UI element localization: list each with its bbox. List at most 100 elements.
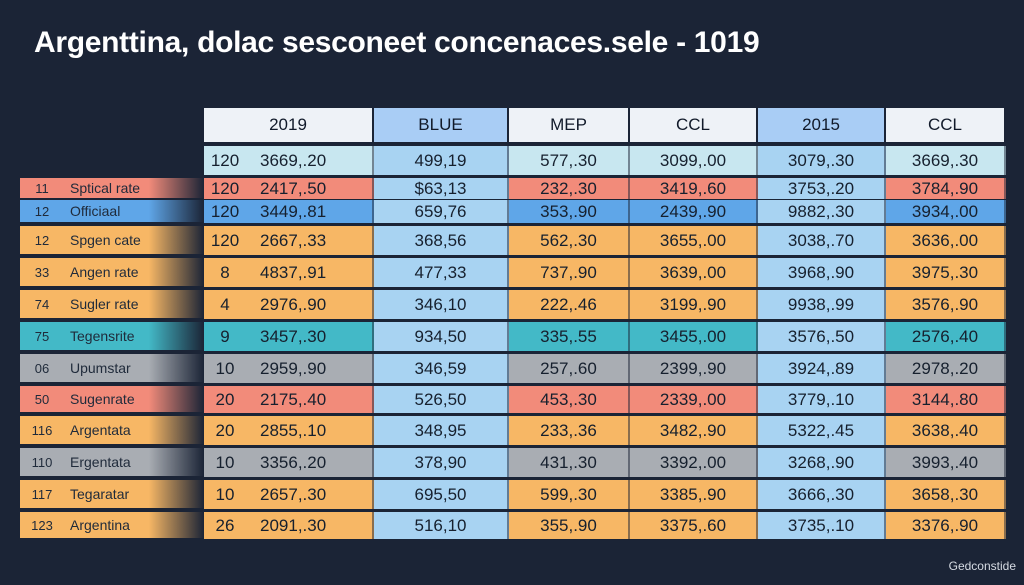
table-cell: 3375,.60 bbox=[630, 512, 758, 539]
table-cell: 5322,.45 bbox=[758, 416, 886, 445]
row-id: 06 bbox=[34, 360, 50, 376]
table-cell: 431,.30 bbox=[509, 448, 630, 477]
column-header-1: BLUE bbox=[374, 108, 509, 142]
row-count: 120 bbox=[210, 201, 240, 221]
table-cell: 3924,.89 bbox=[758, 354, 886, 383]
table-cell: 233,.36 bbox=[509, 416, 630, 445]
table-cell: 562,.30 bbox=[509, 226, 630, 255]
table-cell: 8 4837,.91 bbox=[204, 258, 374, 287]
table-cell: 577,.30 bbox=[509, 146, 630, 175]
table-cell: 222,.46 bbox=[509, 290, 630, 319]
header-row: 2019 BLUE MEP CCL 2015 CCL bbox=[204, 108, 1006, 142]
column-header-3: CCL bbox=[630, 108, 758, 142]
row-label: 116 Argentata bbox=[20, 416, 204, 444]
table-cell: 257,.60 bbox=[509, 354, 630, 383]
table-cell: 346,10 bbox=[374, 290, 509, 319]
cell-value: 2417,.50 bbox=[260, 178, 327, 198]
chart-title: Argenttina, dolac sesconeet concenaces.s… bbox=[34, 26, 760, 59]
table-cell: 3268,.90 bbox=[758, 448, 886, 477]
table-cell: 26 2091,.30 bbox=[204, 512, 374, 539]
cell-value: 2959,.90 bbox=[260, 358, 327, 378]
table-cell: 355,.90 bbox=[509, 512, 630, 539]
table-cell: 3576,.50 bbox=[758, 322, 886, 351]
row-label-text: Angen rate bbox=[70, 264, 139, 280]
table-row: 120 3449,.81 659,76 353,.90 2439,.90 9882,.30… bbox=[204, 200, 1006, 224]
row-count: 20 bbox=[215, 420, 235, 440]
row-id: 74 bbox=[34, 296, 50, 312]
table-cell: 3079,.30 bbox=[758, 146, 886, 175]
table-cell: 3392,.00 bbox=[630, 448, 758, 477]
table-cell: 3576,.90 bbox=[886, 290, 1006, 319]
table-row: 4 2976,.90 346,10 222,.46 3199,.90 9938,.99 35… bbox=[204, 290, 1006, 320]
row-label: 123 Argentina bbox=[20, 512, 204, 538]
row-label: 50 Sugenrate bbox=[20, 386, 204, 412]
row-count: 120 bbox=[210, 178, 240, 198]
table-cell: 3655,.00 bbox=[630, 226, 758, 255]
table-cell: 695,50 bbox=[374, 480, 509, 509]
row-count: 20 bbox=[215, 389, 235, 409]
cell-value: 3449,.81 bbox=[260, 201, 327, 221]
table-cell: 346,59 bbox=[374, 354, 509, 383]
table-cell: 120 3669,.20 bbox=[204, 146, 374, 175]
table-cell: 453,.30 bbox=[509, 386, 630, 413]
row-count: 120 bbox=[210, 150, 240, 170]
table-cell: 120 3449,.81 bbox=[204, 200, 374, 223]
table-cell: 2978,.20 bbox=[886, 354, 1006, 383]
row-label: 12 Spgen cate bbox=[20, 226, 204, 254]
row-label: 117 Tegaratar bbox=[20, 480, 204, 508]
cell-value: 2667,.33 bbox=[260, 230, 327, 250]
table-cell: 232,.30 bbox=[509, 178, 630, 199]
table-cell: 934,50 bbox=[374, 322, 509, 351]
row-label-text: Upumstar bbox=[70, 360, 131, 376]
table-cell: 2576,.40 bbox=[886, 322, 1006, 351]
cell-value: 2976,.90 bbox=[260, 294, 327, 314]
row-label: 12 Officiaal bbox=[20, 200, 204, 222]
table-cell: 20 2855,.10 bbox=[204, 416, 374, 445]
row-count: 9 bbox=[220, 326, 230, 346]
table-cell: 10 2959,.90 bbox=[204, 354, 374, 383]
table-cell: 10 3356,.20 bbox=[204, 448, 374, 477]
row-label: 110 Ergentata bbox=[20, 448, 204, 476]
row-count: 120 bbox=[210, 230, 240, 250]
row-label: 33 Angen rate bbox=[20, 258, 204, 286]
cell-value: 3457,.30 bbox=[260, 326, 327, 346]
cell-value: 2175,.40 bbox=[260, 389, 327, 409]
table-cell: 2439,.90 bbox=[630, 200, 758, 223]
row-label-text: Sugler rate bbox=[70, 296, 139, 312]
row-id: 110 bbox=[31, 454, 53, 470]
table-cell: 526,50 bbox=[374, 386, 509, 413]
column-header-4: 2015 bbox=[758, 108, 886, 142]
table-cell: 3993,.40 bbox=[886, 448, 1006, 477]
row-label-text: Argentina bbox=[70, 517, 130, 533]
table-row: 26 2091,.30 516,10 355,.90 3375,.60 3735,.10 3… bbox=[204, 512, 1006, 540]
table-cell: 3038,.70 bbox=[758, 226, 886, 255]
cell-value: 2855,.10 bbox=[260, 420, 327, 440]
table-cell: 3735,.10 bbox=[758, 512, 886, 539]
table-cell: 368,56 bbox=[374, 226, 509, 255]
table-cell: 477,33 bbox=[374, 258, 509, 287]
table-cell: 3638,.40 bbox=[886, 416, 1006, 445]
table-cell: 348,95 bbox=[374, 416, 509, 445]
table-cell: 9 3457,.30 bbox=[204, 322, 374, 351]
footer-credit: Gedconstide bbox=[948, 559, 1016, 573]
row-label-text: Tegaratar bbox=[70, 486, 130, 502]
table-row: 120 2667,.33 368,56 562,.30 3655,.00 3038,.70… bbox=[204, 226, 1006, 256]
table-row: 10 2657,.30 695,50 599,.30 3385,.90 3666,.30 3… bbox=[204, 480, 1006, 510]
row-count: 8 bbox=[220, 262, 230, 282]
row-label-text: Ergentata bbox=[70, 454, 131, 470]
row-label: 06 Upumstar bbox=[20, 354, 204, 382]
cell-value: 3356,.20 bbox=[260, 452, 327, 472]
table-cell: 4 2976,.90 bbox=[204, 290, 374, 319]
row-id: 117 bbox=[31, 486, 53, 502]
table-cell: 3975,.30 bbox=[886, 258, 1006, 287]
cell-value: 4837,.91 bbox=[260, 262, 327, 282]
table-cell: 378,90 bbox=[374, 448, 509, 477]
row-count: 26 bbox=[215, 515, 235, 535]
row-label: 74 Sugler rate bbox=[20, 290, 204, 318]
table-cell: 3753,.20 bbox=[758, 178, 886, 199]
table-row: 120 2417,.50 $63,13 232,.30 3419,.60 3753,.20… bbox=[204, 178, 1006, 200]
row-id: 116 bbox=[31, 422, 53, 438]
row-count: 10 bbox=[215, 452, 235, 472]
row-id: 12 bbox=[34, 203, 50, 219]
table-cell: 3934,.00 bbox=[886, 200, 1006, 223]
